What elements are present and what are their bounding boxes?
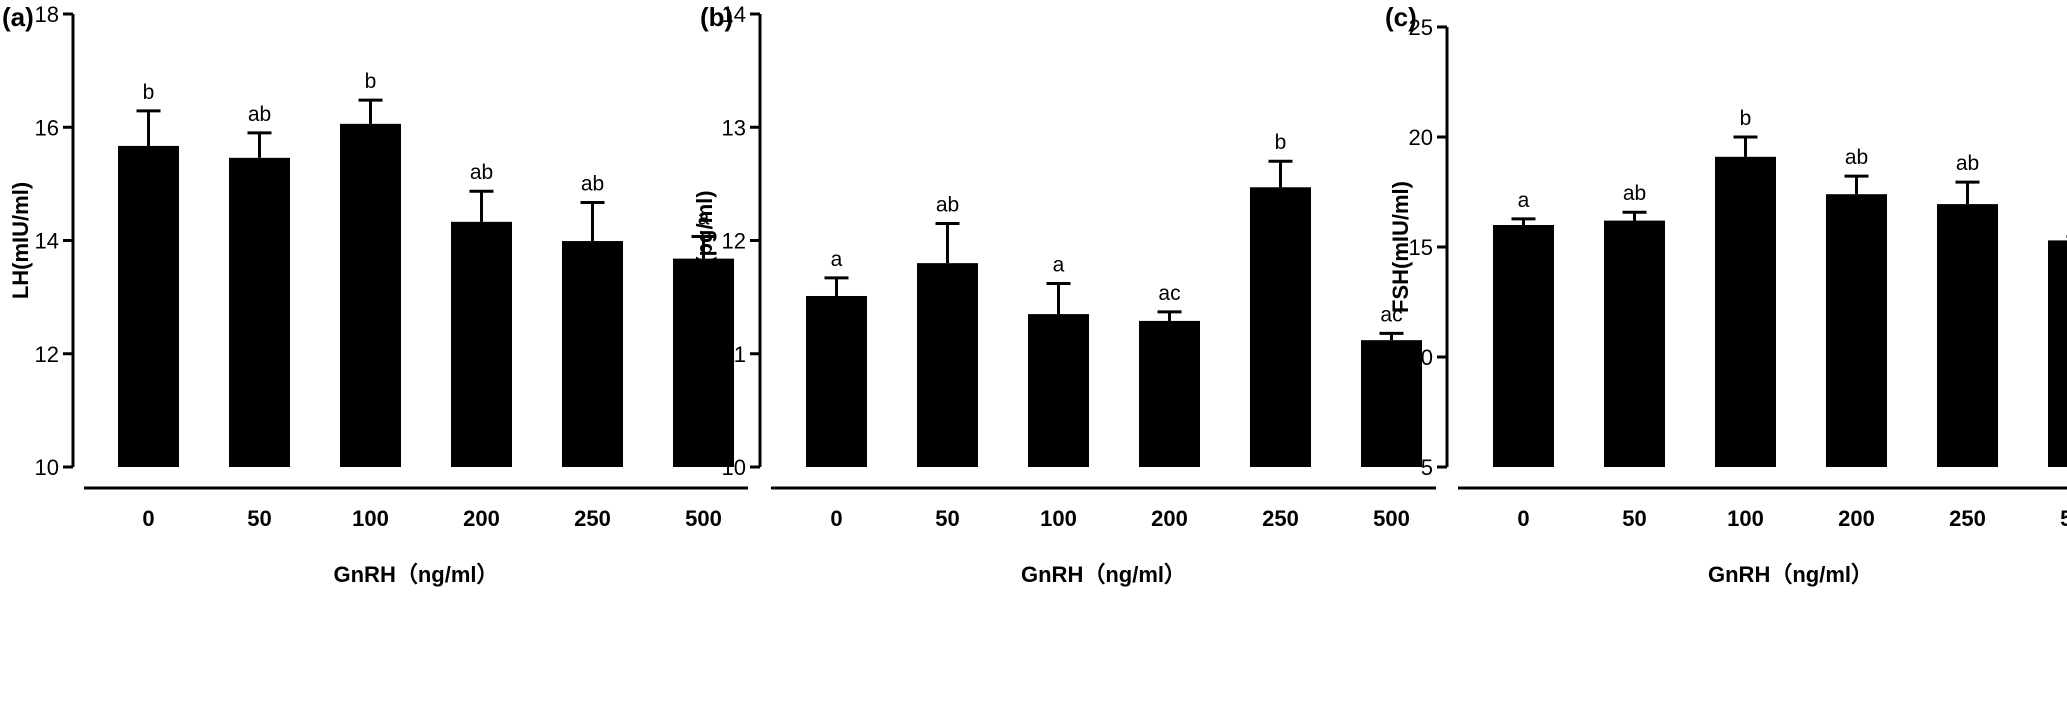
x-tick-label: 100 — [1727, 506, 1764, 531]
bar — [1250, 187, 1311, 467]
x-axis-title: GnRH（ng/ml） — [1708, 562, 1873, 587]
bar — [673, 258, 734, 467]
bar — [1937, 204, 1998, 467]
x-axis-title: GnRH（ng/ml） — [334, 562, 499, 587]
chart-panel-3: 510152025a0ab50b100ab200ab250a500GnRH（ng… — [1385, 2, 2067, 587]
y-tick-label: 5 — [1421, 455, 1433, 480]
x-tick-label: 50 — [935, 506, 959, 531]
significance-label: ab — [470, 161, 493, 184]
significance-label: ac — [1380, 303, 1402, 326]
bar — [229, 157, 290, 467]
x-tick-label: 250 — [574, 506, 611, 531]
panel-label: (c) — [1385, 2, 1417, 32]
x-tick-label: 250 — [1949, 506, 1986, 531]
panel-label: (a) — [2, 2, 34, 32]
x-tick-label: 500 — [685, 506, 722, 531]
bar — [1826, 194, 1887, 467]
x-tick-label: 100 — [1040, 506, 1077, 531]
significance-label: b — [1740, 107, 1752, 130]
x-tick-label: 500 — [2060, 506, 2067, 531]
y-tick-label: 12 — [722, 229, 746, 254]
significance-label: a — [1518, 189, 1530, 212]
x-tick-label: 200 — [1838, 506, 1875, 531]
bar — [917, 263, 978, 467]
bar — [1604, 220, 1665, 467]
y-tick-label: 10 — [722, 455, 746, 480]
significance-label: ab — [248, 103, 271, 126]
y-tick-label: 16 — [35, 115, 59, 140]
x-tick-label: 100 — [352, 506, 389, 531]
significance-label: a — [698, 207, 710, 230]
significance-label: ab — [1845, 146, 1868, 169]
significance-label: ab — [1623, 182, 1646, 205]
y-tick-label: 18 — [35, 2, 59, 27]
significance-label: b — [143, 81, 155, 104]
x-tick-label: 200 — [463, 506, 500, 531]
panel-label: (b) — [700, 2, 733, 32]
x-tick-label: 0 — [142, 506, 154, 531]
significance-label: ab — [936, 194, 959, 217]
bar — [1028, 314, 1089, 467]
y-axis-title: E2(pg/ml) — [692, 190, 717, 290]
y-tick-label: 14 — [35, 229, 59, 254]
y-axis-title: FSH(mIU/ml) — [1388, 181, 1413, 313]
bar — [451, 221, 512, 467]
chart-panel-1: 10 12 14 16 18 b 0 ab 50 b 100 ab 200 ab 250 a 500 GnRH（n… — [2, 2, 748, 587]
x-tick-label: 200 — [1151, 506, 1188, 531]
bar — [340, 123, 401, 467]
y-tick-label: 10 — [35, 455, 59, 480]
y-tick-label: 13 — [722, 115, 746, 140]
y-tick-label: 15 — [1409, 235, 1433, 260]
significance-label: b — [1275, 131, 1287, 154]
y-tick-label: 11 — [723, 342, 746, 367]
bar — [806, 295, 867, 467]
x-tick-label: 50 — [1622, 506, 1646, 531]
x-tick-label: 50 — [247, 506, 271, 531]
significance-label: ab — [581, 173, 604, 196]
significance-label: a — [831, 248, 843, 271]
x-axis-title: GnRH（ng/ml） — [1021, 562, 1186, 587]
bar — [118, 145, 179, 467]
y-tick-label: 10 — [1409, 345, 1433, 370]
y-tick-label: 20 — [1409, 125, 1433, 150]
bar — [1493, 225, 1554, 467]
significance-label: ab — [1956, 152, 1979, 175]
significance-label: ac — [1158, 282, 1180, 305]
y-tick-label: 14 — [722, 2, 746, 27]
y-tick-label: 25 — [1409, 15, 1433, 40]
y-tick-label: 12 — [35, 342, 59, 367]
significance-label: a — [1053, 254, 1065, 277]
bar — [1715, 156, 1776, 468]
x-tick-label: 500 — [1373, 506, 1410, 531]
y-axis-title: LH(mIU/ml) — [8, 182, 33, 299]
bar — [562, 241, 623, 467]
x-tick-label: 0 — [830, 506, 842, 531]
x-tick-label: 0 — [1517, 506, 1529, 531]
bar — [1361, 340, 1422, 467]
significance-label: b — [365, 70, 377, 93]
x-tick-label: 250 — [1262, 506, 1299, 531]
bar — [1139, 320, 1200, 467]
chart-panel-2: 10 11 12 13 14 a 0 ab 50 a 100 ac 200 b 250 ac 500 GnRH（n… — [692, 2, 1436, 587]
bar — [2048, 240, 2067, 467]
